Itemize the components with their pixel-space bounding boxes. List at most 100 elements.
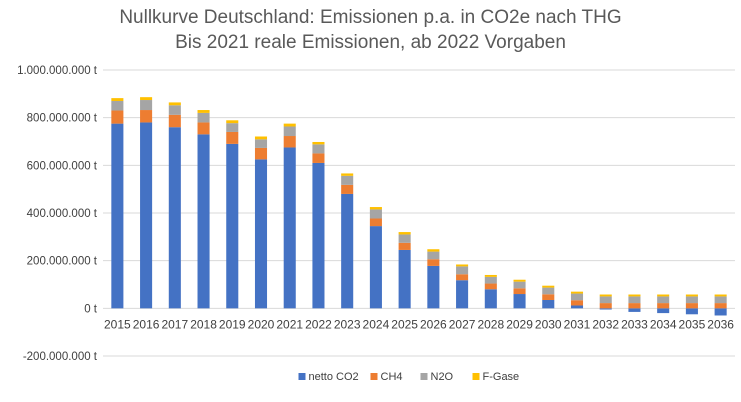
bar-segment [542, 287, 555, 295]
bar-segment [484, 274, 497, 277]
y-tick-label: 400.000.000 t [27, 208, 98, 220]
x-tick-label: 2020 [248, 317, 275, 331]
bar-segment [570, 305, 584, 309]
x-tick-label: 2030 [535, 317, 562, 331]
bar-segment [369, 218, 382, 227]
bar-segment [714, 303, 727, 309]
x-tick-label: 2025 [391, 317, 418, 331]
bar-segment [628, 294, 641, 297]
y-tick-label: 1.000.000.000 t [17, 65, 98, 77]
bar-segment [714, 308, 727, 316]
y-tick-label: 800.000.000 t [27, 113, 98, 125]
bar-segment [513, 281, 526, 289]
bar-segment [714, 294, 727, 297]
bar-segment [599, 308, 612, 310]
bar-segment [628, 303, 641, 309]
bar-segment [312, 162, 325, 309]
bar-segment [369, 226, 382, 309]
bar-segment [369, 209, 382, 219]
bar-segment [484, 289, 497, 309]
bar-segment [283, 147, 296, 309]
bar-segment [628, 308, 641, 312]
bar-segment [513, 279, 526, 282]
bar-segment [111, 98, 124, 101]
bar-segment [254, 159, 268, 309]
bar-segment [427, 251, 440, 260]
bar-segment [513, 288, 526, 295]
bar-segment [197, 110, 210, 113]
bar-segment [111, 100, 124, 111]
bar-segment [513, 294, 526, 309]
bar-segment [226, 123, 239, 132]
bar-segment [341, 193, 354, 309]
x-tick-label: 2016 [133, 317, 160, 331]
legend-label: N2O [431, 371, 454, 383]
x-tick-label: 2031 [564, 317, 591, 331]
bar-segment [312, 144, 325, 154]
x-tick-label: 2026 [420, 317, 447, 331]
bar-segment [484, 283, 497, 290]
bar-segment [427, 265, 440, 309]
bar-segment [197, 122, 210, 135]
chart-title: Nullkurve Deutschland: Emissionen p.a. i… [119, 7, 622, 28]
bar-segment [168, 127, 181, 309]
bar-segment [312, 141, 325, 145]
x-tick-label: 2021 [276, 317, 303, 331]
bar-segment [254, 136, 268, 140]
legend-swatch [298, 373, 306, 380]
x-tick-label: 2019 [219, 317, 246, 331]
x-tick-label: 2023 [334, 317, 361, 331]
x-tick-label: 2015 [104, 317, 131, 331]
bar-segment [140, 97, 153, 101]
bar-segment [685, 303, 698, 309]
bar-segment [168, 102, 181, 106]
bar-segment [254, 147, 268, 160]
bar-segment [398, 234, 411, 243]
bar-segment [542, 299, 555, 309]
legend-swatch [370, 373, 378, 380]
bar-segment [427, 259, 440, 266]
legend-label: CH4 [381, 371, 403, 383]
bar-segment [657, 296, 670, 304]
bar-segment [168, 114, 181, 128]
bar-segment [456, 274, 469, 281]
bar-segment [599, 303, 612, 309]
x-tick-label: 2024 [363, 317, 390, 331]
bar-segment [341, 173, 354, 176]
bar-segment [599, 294, 612, 297]
x-tick-label: 2029 [506, 317, 533, 331]
bar-segment [484, 276, 497, 284]
bar-segment [341, 184, 354, 194]
legend-label: F-Gase [483, 371, 520, 383]
x-tick-label: 2018 [190, 317, 217, 331]
x-tick-label: 2027 [449, 317, 476, 331]
bar-segment [398, 249, 411, 309]
y-tick-label: 0 t [84, 303, 98, 315]
x-tick-label: 2032 [592, 317, 619, 331]
bar-segment [456, 280, 469, 309]
bar-segment [369, 207, 382, 210]
bar-segment [254, 139, 268, 148]
bar-segment [570, 291, 584, 294]
y-tick-label: -200.000.000 t [23, 351, 98, 363]
bar-segment [226, 131, 239, 144]
x-tick-label: 2028 [477, 317, 504, 331]
x-tick-label: 2035 [679, 317, 706, 331]
bar-segment [456, 266, 469, 275]
bar-segment [657, 303, 670, 309]
legend-swatch [472, 373, 480, 380]
legend-label: netto CO2 [309, 371, 359, 383]
bar-segment [685, 294, 698, 297]
bar-segment [140, 122, 153, 309]
bar-segment [140, 110, 153, 123]
bar-segment [657, 308, 670, 314]
bar-segment [570, 300, 584, 306]
x-tick-label: 2017 [161, 317, 188, 331]
bar-segment [657, 294, 670, 297]
bar-segment [197, 112, 210, 123]
bar-segment [226, 143, 239, 309]
bar-segment [197, 134, 210, 309]
bar-segment [714, 296, 727, 304]
bar-segment [542, 294, 555, 300]
